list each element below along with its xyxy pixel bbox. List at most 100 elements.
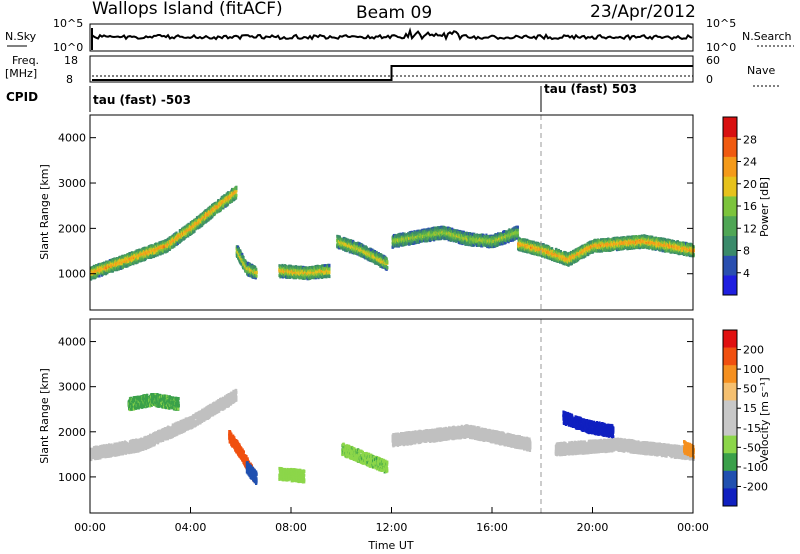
- nsky-panel-frame: [89, 23, 694, 52]
- power-cell: [235, 193, 238, 197]
- power-cell: [193, 228, 196, 232]
- nsky-tick-low: 10^0: [53, 41, 83, 54]
- power-cell: [219, 208, 222, 212]
- power-cell: [202, 216, 205, 220]
- power-cell: [185, 226, 188, 230]
- power-cell: [208, 217, 211, 221]
- power-cell: [205, 219, 208, 223]
- power-cell: [255, 274, 258, 278]
- power-cell: [172, 245, 175, 249]
- power-cell: [152, 254, 155, 258]
- date-title: 23/Apr/2012: [590, 2, 696, 22]
- power-cell: [98, 274, 101, 278]
- power-cell: [173, 244, 176, 248]
- power-cell: [108, 269, 111, 273]
- power-cell: [238, 258, 241, 262]
- power-cell: [148, 253, 151, 257]
- power-cell: [168, 237, 171, 241]
- power-cell: [237, 247, 240, 251]
- power-cell: [255, 270, 258, 274]
- power-cell: [106, 271, 109, 275]
- cpid-segment-1: tau (fast) -503: [93, 93, 191, 107]
- power-cell: [186, 229, 189, 233]
- power-cell: [129, 252, 132, 256]
- power-cell: [206, 213, 209, 217]
- power-cell: [237, 256, 240, 260]
- power-cell: [216, 210, 219, 214]
- power-cell: [227, 200, 230, 204]
- power-cell: [386, 266, 389, 269]
- power-cell: [180, 237, 183, 241]
- power-cell: [232, 188, 235, 192]
- power-cell: [209, 216, 212, 220]
- power-cell: [172, 237, 175, 241]
- power-cell: [156, 242, 159, 246]
- cpid-label: CPID: [6, 90, 38, 104]
- power-cell: [183, 232, 186, 236]
- nsky-label: N.Sky: [5, 30, 37, 43]
- power-cell: [242, 255, 245, 259]
- power-cell: [230, 190, 233, 194]
- cpid-segment-2: tau (fast) 503: [544, 82, 637, 96]
- power-cell: [235, 185, 238, 189]
- power-cell: [241, 253, 244, 257]
- freq-unit: [MHz]: [5, 67, 37, 80]
- power-cell: [105, 271, 108, 275]
- power-cell: [216, 208, 219, 212]
- power-cell: [175, 231, 178, 235]
- power-cell: [171, 234, 174, 238]
- power-cell: [155, 246, 158, 249]
- power-cell: [143, 252, 146, 256]
- power-cell: [158, 247, 161, 251]
- power-panel-background: [90, 115, 693, 310]
- power-cell: [194, 227, 197, 231]
- power-cell: [133, 260, 136, 264]
- freq-tick-low: 8: [66, 73, 73, 86]
- power-cell: [193, 229, 196, 233]
- power-cell: [180, 238, 183, 242]
- nsky-tick-high: 10^5: [53, 17, 83, 30]
- power-cell: [128, 263, 131, 267]
- power-cell: [224, 194, 227, 198]
- power-cell: [328, 263, 331, 267]
- power-cell: [108, 267, 111, 271]
- freq-label: Freq.: [12, 54, 39, 67]
- power-cell: [177, 234, 181, 238]
- power-cell: [127, 260, 130, 264]
- power-cell: [92, 272, 95, 276]
- power-data-cells: [90, 185, 695, 281]
- power-cell: [241, 258, 244, 261]
- power-cell: [154, 242, 158, 246]
- power-cell: [169, 245, 172, 249]
- nave-label: Nave: [747, 64, 775, 77]
- power-cell: [172, 239, 175, 243]
- freq-tick-high: 18: [64, 54, 78, 67]
- power-cell: [161, 251, 164, 255]
- freq-panel-frame: [89, 55, 694, 83]
- power-cell: [246, 267, 249, 271]
- power-cell: [182, 234, 185, 238]
- power-cell: [235, 189, 238, 193]
- power-cell: [386, 261, 389, 265]
- beam-title: Beam 09: [356, 3, 432, 23]
- freq-trace: [92, 65, 693, 81]
- nsky-trace: [91, 27, 693, 42]
- power-cell: [185, 233, 188, 237]
- power-cell: [154, 254, 157, 258]
- nave-tick-low: 0: [706, 73, 713, 86]
- power-cell: [103, 261, 106, 265]
- power-cell: [131, 258, 134, 262]
- power-cell: [237, 245, 240, 249]
- power-cell: [152, 244, 155, 248]
- nsearch-label: N.Search: [742, 30, 792, 43]
- power-cell: [226, 202, 230, 206]
- nsearch-tick-low: 10^0: [706, 41, 736, 54]
- power-cell: [109, 267, 112, 270]
- power-cell: [101, 272, 104, 276]
- power-cell: [217, 199, 220, 202]
- nsearch-tick-high: 10^5: [706, 17, 736, 30]
- power-cell: [328, 275, 331, 279]
- power-cell: [222, 206, 225, 210]
